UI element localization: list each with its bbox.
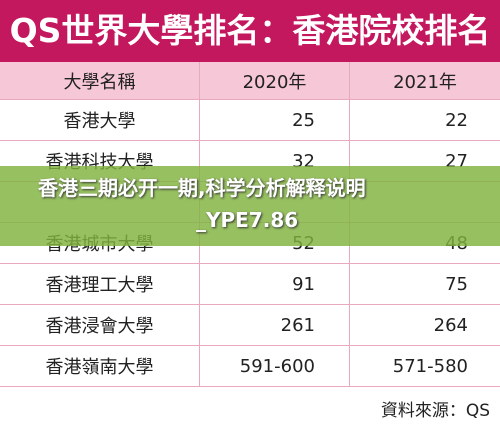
rank-cell: 75 [445, 273, 468, 295]
table-row: 香港嶺南大學 591-600 571-580 [0, 346, 500, 387]
rank-cell: 91 [200, 264, 350, 304]
rank-cell: 22 [445, 109, 468, 131]
university-name: 香港大學 [0, 100, 200, 140]
watermark-text: 香港三期必开一期,科学分析解释说明 [38, 176, 366, 200]
watermark-text: _YPE7.86 [196, 208, 299, 232]
rank-cell: 264 [433, 314, 468, 336]
university-name: 香港浸會大學 [0, 305, 200, 345]
table-row: 香港大學 25 22 [0, 100, 500, 141]
university-name: 香港理工大學 [0, 264, 200, 304]
rank-cell: 571-580 [392, 355, 468, 377]
table-row: 香港浸會大學 261 264 [0, 305, 500, 346]
column-header: 大學名稱 [0, 62, 200, 99]
rank-cell: 25 [200, 100, 350, 140]
table-row: 香港理工大學 91 75 [0, 264, 500, 305]
column-header: 2021年 [393, 71, 457, 93]
column-header: 2020年 [200, 62, 350, 99]
watermark-banner: 香港三期必开一期,科学分析解释说明 _YPE7.86 [0, 166, 500, 246]
header-row: 大學名稱 2020年 2021年 [0, 62, 500, 100]
title: QS世界大學排名：香港院校排名 [0, 0, 500, 62]
source-note: 資料來源：QS [380, 401, 490, 421]
university-name: 香港嶺南大學 [0, 346, 200, 386]
rank-cell: 591-600 [200, 346, 350, 386]
rank-cell: 261 [200, 305, 350, 345]
